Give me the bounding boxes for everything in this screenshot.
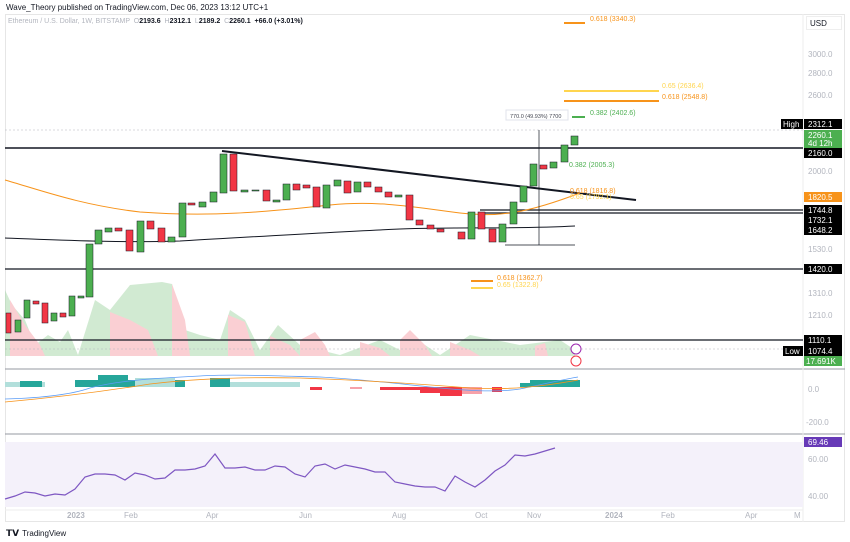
candles xyxy=(5,135,579,334)
svg-text:1074.4: 1074.4 xyxy=(808,347,833,356)
change-value: +66.0 (+3.01%) xyxy=(254,18,303,25)
earnings-flag-icon[interactable] xyxy=(570,355,582,367)
svg-text:1210.0: 1210.0 xyxy=(808,311,833,320)
svg-text:1648.2: 1648.2 xyxy=(808,226,833,235)
fib-levels[interactable]: 0.618 (3340.3) 0.65 (2636.4) 0.618 (2548… xyxy=(471,16,708,289)
svg-text:1110.1: 1110.1 xyxy=(808,336,832,345)
svg-text:0.65 (1322.8): 0.65 (1322.8) xyxy=(497,282,539,289)
svg-text:Oct: Oct xyxy=(475,511,488,520)
svg-text:M: M xyxy=(794,511,801,520)
svg-text:Apr: Apr xyxy=(745,511,758,520)
svg-text:1732.1: 1732.1 xyxy=(808,216,833,225)
low-value: 2189.2 xyxy=(198,18,221,25)
svg-text:1744.8: 1744.8 xyxy=(808,206,833,215)
svg-text:2800.0: 2800.0 xyxy=(808,69,833,78)
rsi-band xyxy=(5,442,803,507)
svg-text:Apr: Apr xyxy=(206,511,219,520)
svg-text:0.382 (2005.3): 0.382 (2005.3) xyxy=(569,162,615,169)
trendline[interactable] xyxy=(221,150,637,201)
svg-text:0.0: 0.0 xyxy=(808,385,820,394)
chart-frame xyxy=(5,14,845,522)
svg-text:2023: 2023 xyxy=(67,511,85,520)
ma-200-line xyxy=(4,225,576,243)
svg-text:4d 12h: 4d 12h xyxy=(808,139,832,148)
open-value: 2193.6 xyxy=(139,18,161,25)
rsi-line xyxy=(4,447,556,500)
publisher-line: Wave_Theory published on TradingView.com… xyxy=(6,3,269,12)
svg-text:High: High xyxy=(783,120,799,129)
svg-text:60.00: 60.00 xyxy=(808,455,829,464)
svg-text:-200.0: -200.0 xyxy=(806,418,829,427)
horizontal-levels[interactable] xyxy=(5,147,803,341)
svg-text:2260.1: 2260.1 xyxy=(808,131,833,140)
price-tags: High 2312.1 2260.1 4d 12h 2160.0 1820.5 … xyxy=(781,119,842,447)
tradingview-logo-icon: 𝗧𝗩 xyxy=(6,528,20,538)
signal-line xyxy=(4,377,579,403)
svg-text:0.618 (2548.8): 0.618 (2548.8) xyxy=(662,94,708,101)
symbol-name: Ethereum / U.S. Dollar, 1W, BITSTAMP xyxy=(8,18,130,25)
svg-text:770.0 (49.93%) 7700: 770.0 (49.93%) 7700 xyxy=(510,114,561,120)
svg-text:Feb: Feb xyxy=(661,511,675,520)
close-value: 2260.1 xyxy=(229,18,251,25)
svg-text:2312.1: 2312.1 xyxy=(808,120,833,129)
svg-text:3000.0: 3000.0 xyxy=(808,50,833,59)
svg-text:0.65 (1792.1): 0.65 (1792.1) xyxy=(570,194,612,201)
svg-text:Low: Low xyxy=(785,347,800,356)
symbol-legend: Ethereum / U.S. Dollar, 1W, BITSTAMP O21… xyxy=(8,18,303,25)
svg-text:Jun: Jun xyxy=(299,511,312,520)
svg-text:Nov: Nov xyxy=(527,511,541,520)
high-value: 2312.1 xyxy=(169,18,192,25)
currency-button[interactable]: USD xyxy=(806,16,842,30)
svg-text:0.618 (1816.8): 0.618 (1816.8) xyxy=(570,188,616,195)
volume-area xyxy=(5,282,575,356)
measure-tool[interactable]: 770.0 (49.93%) 7700 xyxy=(505,109,575,246)
macd-line xyxy=(4,374,579,400)
svg-text:1420.0: 1420.0 xyxy=(808,265,833,274)
svg-text:0.65 (2636.4): 0.65 (2636.4) xyxy=(662,83,704,90)
price-axis[interactable]: 3000.0 2800.0 2600.0 2000.0 1530.0 1310.… xyxy=(806,50,833,501)
svg-text:Feb: Feb xyxy=(124,511,138,520)
svg-text:2600.0: 2600.0 xyxy=(808,91,833,100)
svg-text:Aug: Aug xyxy=(392,511,406,520)
svg-text:2160.0: 2160.0 xyxy=(808,149,833,158)
svg-text:1310.0: 1310.0 xyxy=(808,289,833,298)
svg-text:0.618 (3340.3): 0.618 (3340.3) xyxy=(590,16,636,23)
svg-text:1530.0: 1530.0 xyxy=(808,245,833,254)
svg-text:40.00: 40.00 xyxy=(808,492,829,501)
svg-text:69.46: 69.46 xyxy=(808,438,829,447)
brand-name: TradingView xyxy=(22,529,67,538)
lightning-event-icon[interactable] xyxy=(570,343,582,355)
svg-text:17.691K: 17.691K xyxy=(806,357,836,366)
svg-text:2024: 2024 xyxy=(605,511,623,520)
svg-text:1820.5: 1820.5 xyxy=(808,193,833,202)
svg-text:0.618 (1362.7): 0.618 (1362.7) xyxy=(497,275,543,282)
svg-text:0.382 (2402.6): 0.382 (2402.6) xyxy=(590,110,636,117)
footer-brand[interactable]: 𝗧𝗩 TradingView xyxy=(6,528,66,539)
time-axis[interactable]: 2023 Feb Apr Jun Aug Oct Nov 2024 Feb Ap… xyxy=(67,511,801,520)
svg-text:2000.0: 2000.0 xyxy=(808,167,833,176)
